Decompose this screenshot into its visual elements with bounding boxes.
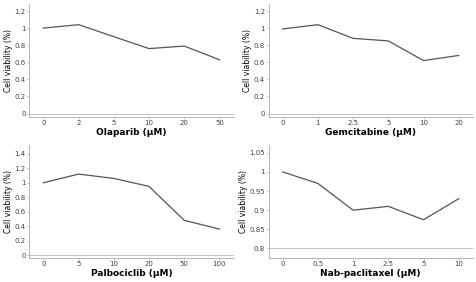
X-axis label: Olaparib (μM): Olaparib (μM) [96, 128, 166, 137]
Y-axis label: Cell viability (%): Cell viability (%) [4, 29, 13, 92]
Y-axis label: Cell viability (%): Cell viability (%) [243, 29, 252, 92]
Y-axis label: Cell viability (%): Cell viability (%) [238, 170, 248, 233]
Y-axis label: Cell viability (%): Cell viability (%) [4, 170, 13, 233]
X-axis label: Nab-paclitaxel (μM): Nab-paclitaxel (μM) [320, 269, 420, 278]
X-axis label: Palbociclib (μM): Palbociclib (μM) [90, 269, 172, 278]
X-axis label: Gemcitabine (μM): Gemcitabine (μM) [325, 128, 416, 137]
